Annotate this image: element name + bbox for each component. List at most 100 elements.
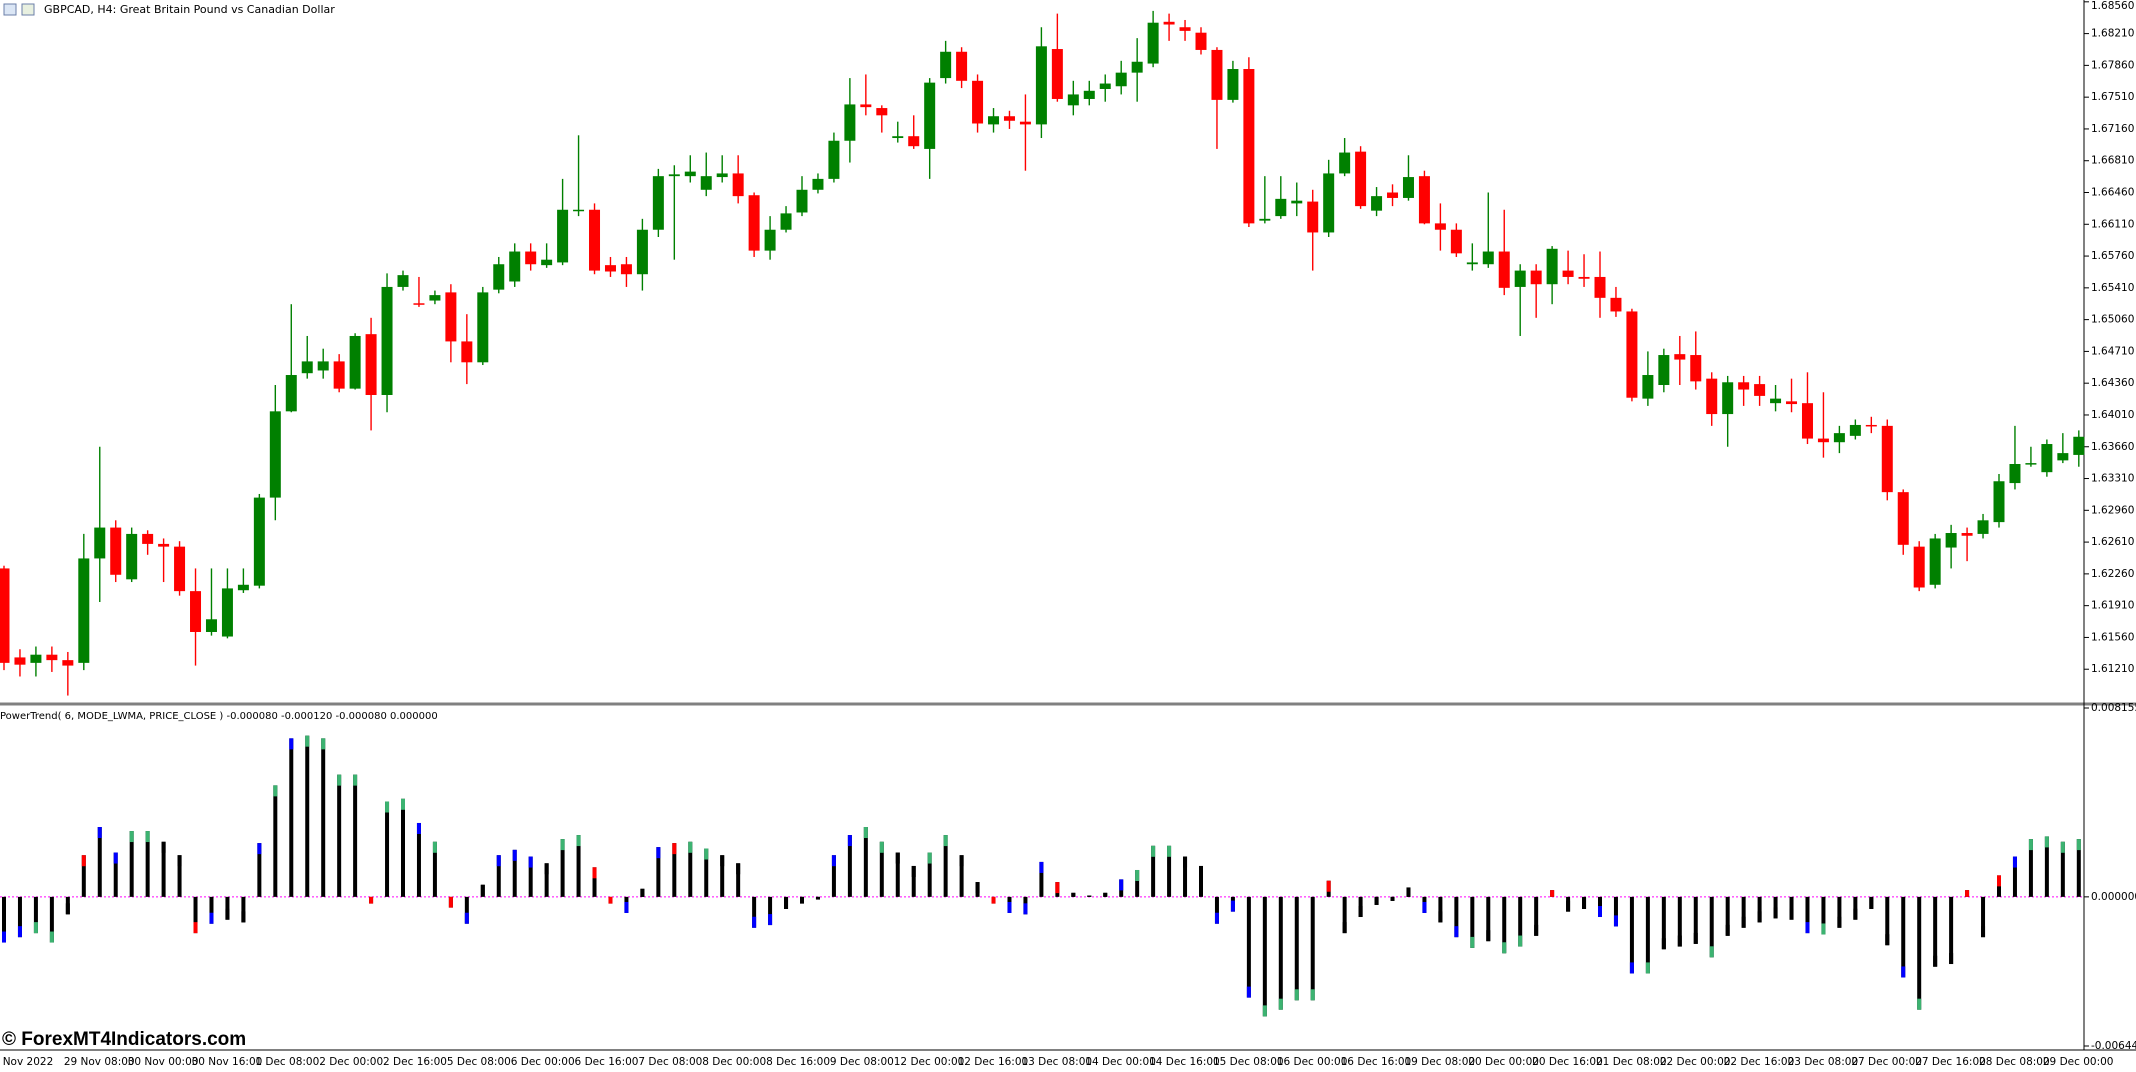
histogram-tip — [1598, 906, 1602, 918]
candle-body — [1498, 251, 1510, 288]
x-tick-label: 16 Dec 00:00 — [1277, 1056, 1348, 1068]
candle-body — [2025, 463, 2037, 465]
histogram-tip — [1837, 916, 1842, 928]
histogram-bar — [17, 896, 22, 938]
candle-body — [1881, 425, 1893, 493]
histogram-bar — [911, 865, 916, 897]
x-tick-label: 5 Dec 08:00 — [447, 1056, 511, 1068]
candle-body — [1115, 72, 1127, 87]
histogram-bar — [2, 896, 6, 943]
histogram-tip — [1390, 896, 1395, 901]
histogram-tip — [688, 841, 693, 853]
candle-body — [1786, 401, 1798, 405]
x-tick-label: 30 Nov 00:00 — [128, 1056, 199, 1068]
y-tick-label: 1.61910 — [2091, 600, 2134, 612]
histogram-tip — [1470, 936, 1475, 948]
candle-body — [333, 361, 345, 389]
histogram-tip — [640, 888, 645, 897]
x-tick-label: 13 Dec 08:00 — [1021, 1056, 1092, 1068]
histogram-tip — [1645, 962, 1650, 974]
histogram-tip — [911, 865, 916, 877]
histogram-bar — [2076, 839, 2081, 897]
candle-body — [237, 584, 249, 591]
candle-body — [174, 546, 186, 592]
histogram-tip — [1709, 946, 1714, 958]
candle-body — [46, 654, 58, 661]
histogram-bar — [145, 831, 150, 897]
histogram-bar — [1709, 896, 1714, 958]
histogram-tip — [464, 912, 469, 924]
watermark: © ForexMT4Indicators.com — [2, 1029, 246, 1050]
candle-body — [1083, 90, 1095, 99]
candle-body — [1035, 46, 1047, 125]
histogram-tip — [863, 827, 868, 839]
candle-body — [636, 229, 648, 275]
candle-body — [1003, 116, 1015, 121]
candle-body — [1530, 270, 1542, 285]
x-tick-label: 8 Dec 16:00 — [766, 1056, 830, 1068]
histogram-tip — [161, 841, 166, 853]
x-tick-label: 20 Dec 16:00 — [1532, 1056, 1603, 1068]
histogram-bar — [1981, 896, 1986, 938]
candle-body — [1339, 152, 1351, 174]
candle-body — [1514, 270, 1526, 287]
candle-body — [1722, 382, 1734, 415]
histogram-tip — [1119, 879, 1124, 891]
histogram-bar — [768, 896, 773, 926]
histogram-tip — [624, 901, 629, 913]
histogram-bar — [1949, 896, 1954, 965]
candle-body — [828, 140, 840, 179]
histogram-tip — [1151, 845, 1156, 857]
x-tick-label: 20 Dec 00:00 — [1468, 1056, 1539, 1068]
x-tick-label: 12 Dec 00:00 — [894, 1056, 965, 1068]
histogram-tip — [1677, 935, 1682, 947]
histogram-tip — [209, 912, 214, 924]
candle-body — [796, 189, 808, 213]
histogram-tip — [1167, 845, 1172, 857]
histogram-bar — [161, 841, 166, 897]
y-tick-label: 1.63660 — [2091, 441, 2134, 453]
histogram-bar — [1167, 845, 1172, 897]
histogram-tip — [1406, 887, 1411, 897]
histogram-tip — [49, 931, 54, 943]
histogram-tip — [1821, 923, 1826, 935]
histogram-tip — [576, 835, 581, 847]
candle-body — [1674, 354, 1686, 360]
candle-body — [14, 657, 26, 665]
histogram-tip — [512, 849, 517, 861]
histogram-bar — [704, 848, 709, 897]
histogram-tip — [800, 896, 804, 904]
histogram-tip — [1725, 924, 1730, 936]
histogram-tip — [1087, 895, 1092, 897]
histogram-bar — [1534, 896, 1539, 936]
candle-body — [253, 497, 265, 586]
candle-body — [269, 411, 281, 498]
candle-body — [716, 173, 728, 178]
histogram-bar — [1518, 896, 1523, 947]
histogram-tip — [305, 735, 310, 747]
histogram-bar — [1885, 896, 1890, 946]
histogram-bar — [1199, 865, 1203, 897]
histogram-tip — [1805, 922, 1810, 934]
y-tick-label: 1.61210 — [2091, 663, 2134, 675]
histogram-bar — [2012, 856, 2017, 897]
x-tick-label: 2 Dec 00:00 — [319, 1056, 383, 1068]
y-tick-label: 1.62960 — [2091, 504, 2134, 516]
histogram-tip — [1629, 962, 1634, 974]
histogram-bar — [1757, 896, 1762, 923]
candle-body — [349, 335, 361, 389]
histogram-bar — [385, 801, 390, 897]
histogram-bar — [847, 835, 852, 897]
histogram-tip — [528, 856, 533, 868]
histogram-tip — [720, 855, 725, 867]
x-tick-label: 6 Dec 16:00 — [575, 1056, 639, 1068]
candle-body — [1307, 201, 1319, 233]
histogram-tip — [1374, 896, 1379, 905]
histogram-tip — [2028, 839, 2033, 851]
histogram-bar — [560, 839, 565, 897]
candle-body — [892, 136, 904, 139]
histogram-tip — [768, 914, 773, 926]
histogram-tip — [385, 801, 390, 813]
candle-body — [1833, 433, 1845, 443]
